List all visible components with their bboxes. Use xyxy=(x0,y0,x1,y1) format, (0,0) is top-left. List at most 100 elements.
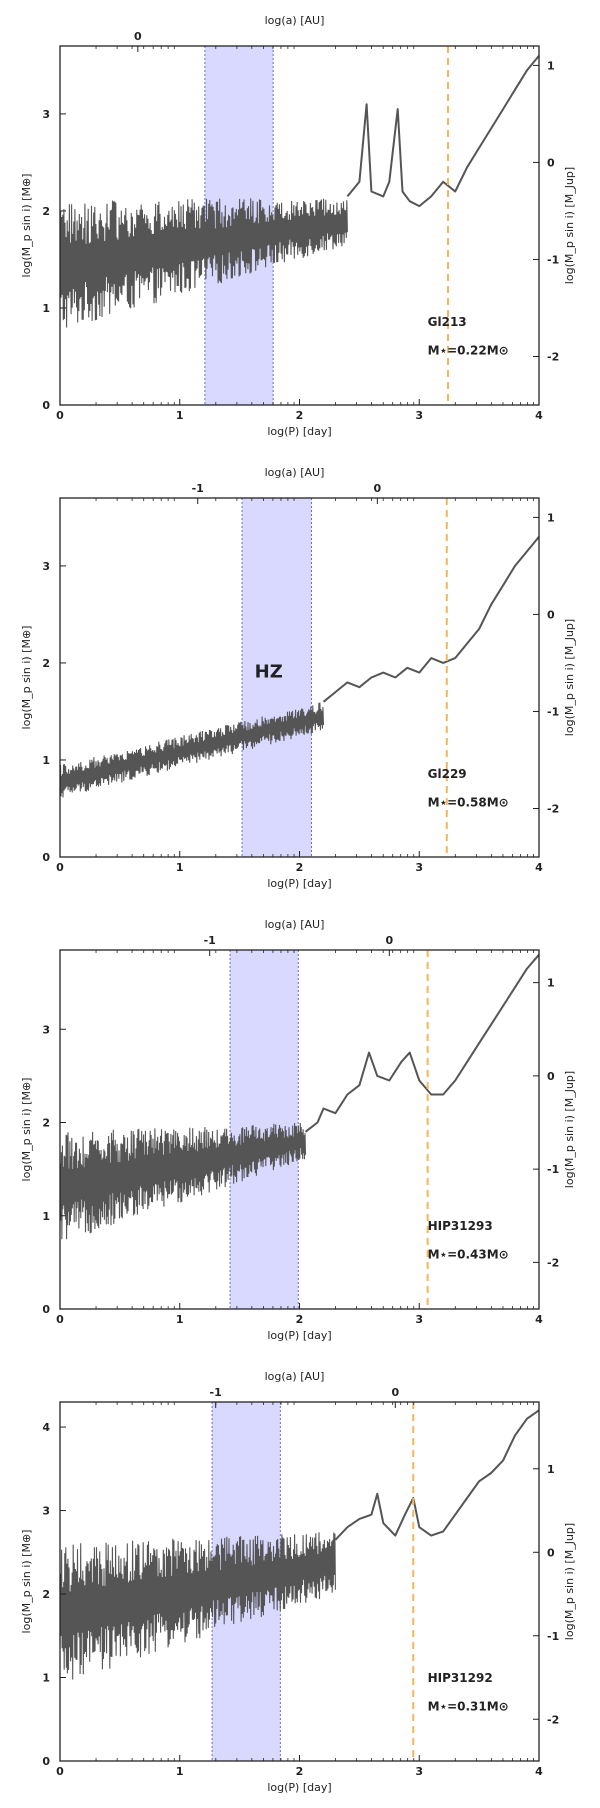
top-tick-label: -1 xyxy=(210,1386,222,1399)
top-tick-label: 0 xyxy=(391,1386,399,1399)
y2-axis-label: log(M_p sin i) [M_Jup] xyxy=(563,1071,576,1188)
x-tick-label: 1 xyxy=(176,1765,184,1778)
x-axis-label: log(P) [day] xyxy=(267,425,331,438)
y2-tick-label: 0 xyxy=(547,1546,555,1559)
y-tick-label: 3 xyxy=(42,1023,50,1036)
x-tick-label: 0 xyxy=(56,409,64,422)
x-tick-label: 3 xyxy=(415,1313,423,1326)
star-name: Gl229 xyxy=(428,767,467,781)
x-tick-label: 2 xyxy=(296,861,304,874)
y-tick-label: 0 xyxy=(42,851,50,864)
x-tick-label: 0 xyxy=(56,1765,64,1778)
y2-tick-label: -2 xyxy=(547,1256,559,1269)
detection-limit-line-1 xyxy=(334,1409,540,1541)
star-mass: M⋆=0.58M⊙ xyxy=(428,796,509,810)
detection-limit-line-1 xyxy=(304,954,540,1133)
detection-limit-noise xyxy=(59,702,325,798)
x-tick-label: 2 xyxy=(296,1765,304,1778)
y2-tick-label: 0 xyxy=(547,156,555,169)
detection-limit-line-1 xyxy=(322,536,540,703)
star-mass: M⋆=0.31M⊙ xyxy=(428,1700,509,1714)
top-axis-label: log(a) [AU] xyxy=(265,1370,325,1383)
top-axis-label: log(a) [AU] xyxy=(265,14,325,27)
y2-axis-label: log(M_p sin i) [M_Jup] xyxy=(563,1523,576,1640)
y-tick-label: 0 xyxy=(42,1303,50,1316)
chart-panel-2: HZ 0 1 2 3 4 log(P) [day] -1 0 log(a) [AU] 0 1 2 3 log… xyxy=(20,466,576,890)
x-axis-label: log(P) [day] xyxy=(267,1329,331,1342)
chart-panel-3: 0 1 2 3 4 log(P) [day] -1 0 log(a) [AU] 0 1 2 3 log(M… xyxy=(20,918,576,1342)
detection-limit-noise xyxy=(59,198,348,328)
x-tick-label: 2 xyxy=(296,1313,304,1326)
x-tick-label: 0 xyxy=(56,1313,64,1326)
star-mass: M⋆=0.43M⊙ xyxy=(428,1248,509,1262)
y2-tick-label: 1 xyxy=(547,977,555,990)
detection-limit-noise xyxy=(59,1122,307,1240)
y2-tick-label: 1 xyxy=(547,1463,555,1476)
y-tick-label: 1 xyxy=(42,754,50,767)
y2-axis-label: log(M_p sin i) [M_Jup] xyxy=(563,167,576,284)
star-name: HIP31293 xyxy=(428,1219,493,1233)
chart-panel-4: 0 1 2 3 4 log(P) [day] -1 0 log(a) [AU] 0 1 2 3 4 log(… xyxy=(20,1370,576,1794)
detection-limit-noise xyxy=(59,1532,336,1680)
x-tick-label: 2 xyxy=(296,409,304,422)
x-axis-label: log(P) [day] xyxy=(267,1781,331,1794)
x-tick-label: 4 xyxy=(535,861,543,874)
hz-label: HZ xyxy=(255,662,283,683)
habitable-zone-band xyxy=(242,498,312,857)
top-tick-label: 0 xyxy=(134,30,142,43)
y2-tick-label: 0 xyxy=(547,608,555,621)
y-tick-label: 2 xyxy=(42,657,50,670)
y2-tick-label: -1 xyxy=(547,705,559,718)
y-tick-label: 3 xyxy=(42,1505,50,1518)
x-tick-label: 0 xyxy=(56,861,64,874)
y-tick-label: 2 xyxy=(42,205,50,218)
top-axis-label: log(a) [AU] xyxy=(265,918,325,931)
top-axis-label: log(a) [AU] xyxy=(265,466,325,479)
y2-tick-label: -2 xyxy=(547,802,559,815)
y-tick-label: 3 xyxy=(42,108,50,121)
y2-tick-label: -2 xyxy=(547,350,559,363)
y-tick-label: 0 xyxy=(42,399,50,412)
x-tick-label: 4 xyxy=(535,409,543,422)
chart-panel-1: 0 1 2 3 4 log(P) [day] -1 0 log(a) [AU] 0 1 2 3 log(M… xyxy=(20,14,576,438)
y-axis-label: log(M_p sin i) [M⊕] xyxy=(20,1530,33,1634)
y2-tick-label: -1 xyxy=(547,1630,559,1643)
y2-tick-label: 1 xyxy=(547,511,555,524)
top-tick-label: 0 xyxy=(385,934,393,947)
x-tick-label: 1 xyxy=(176,409,184,422)
detection-limit-line-1 xyxy=(346,55,540,208)
y2-tick-label: -1 xyxy=(547,253,559,266)
y2-tick-label: 0 xyxy=(547,1070,555,1083)
y2-axis-label: log(M_p sin i) [M_Jup] xyxy=(563,619,576,736)
x-tick-label: 1 xyxy=(176,1313,184,1326)
top-tick-label: -1 xyxy=(192,482,204,495)
top-tick-label: -1 xyxy=(204,934,216,947)
y-tick-label: 1 xyxy=(42,1210,50,1223)
y-axis-label: log(M_p sin i) [M⊕] xyxy=(20,626,33,730)
habitable-zone-band xyxy=(230,950,299,1309)
y2-tick-label: -2 xyxy=(547,1713,559,1726)
y-tick-label: 3 xyxy=(42,560,50,573)
y-tick-label: 0 xyxy=(42,1755,50,1768)
y-axis-label: log(M_p sin i) [M⊕] xyxy=(20,1078,33,1182)
y-tick-label: 2 xyxy=(42,1588,50,1601)
y-axis-label: log(M_p sin i) [M⊕] xyxy=(20,174,33,278)
x-tick-label: 3 xyxy=(415,1765,423,1778)
x-tick-label: 3 xyxy=(415,861,423,874)
x-axis-label: log(P) [day] xyxy=(267,877,331,890)
star-name: HIP31292 xyxy=(428,1671,493,1685)
star-mass: M⋆=0.22M⊙ xyxy=(428,344,509,358)
x-tick-label: 3 xyxy=(415,409,423,422)
y-tick-label: 1 xyxy=(42,302,50,315)
y-tick-label: 2 xyxy=(42,1117,50,1130)
x-tick-label: 1 xyxy=(176,861,184,874)
star-name: Gl213 xyxy=(428,315,467,329)
y-tick-label: 4 xyxy=(42,1421,50,1434)
x-tick-label: 4 xyxy=(535,1313,543,1326)
x-tick-label: 4 xyxy=(535,1765,543,1778)
y2-tick-label: -1 xyxy=(547,1163,559,1176)
y2-tick-label: 1 xyxy=(547,59,555,72)
top-tick-label: 0 xyxy=(374,482,382,495)
y-tick-label: 1 xyxy=(42,1672,50,1685)
